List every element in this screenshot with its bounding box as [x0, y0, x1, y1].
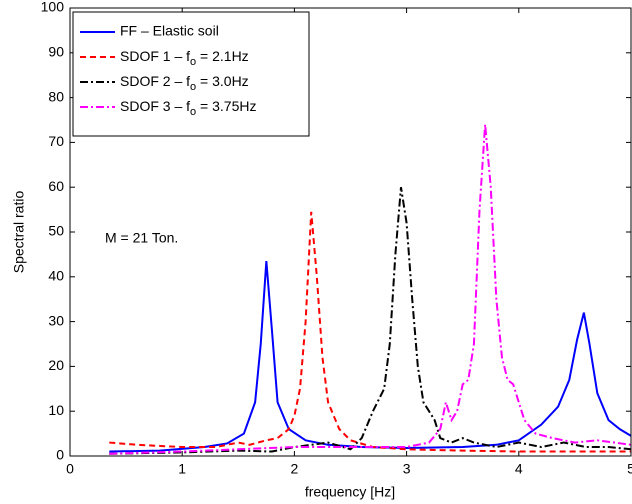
x-tick-label: 4: [515, 461, 523, 477]
series-line: [109, 124, 632, 455]
y-tick-label: 10: [48, 402, 64, 418]
y-tick-label: 80: [48, 88, 64, 104]
y-tick-label: 70: [48, 133, 64, 149]
axes-box: [69, 7, 632, 457]
series-line: [109, 187, 632, 455]
legend: FF – Elastic soil SDOF 1 – fo = 2.1Hz SDOF…: [72, 11, 310, 137]
legend-label: SDOF 2 – fo = 3.0Hz: [120, 73, 249, 93]
annotation: M = 21 Ton.: [105, 230, 178, 246]
y-tick-label: 50: [48, 223, 64, 239]
legend-label: SDOF 3 – fo = 3.75Hz: [120, 98, 256, 118]
x-tick-label: 2: [291, 461, 299, 477]
x-axis-label: frequency [Hz]: [305, 484, 395, 500]
x-tick-label: 5: [627, 461, 632, 477]
y-tick-label: 30: [48, 312, 64, 328]
x-tick-label: 3: [403, 461, 411, 477]
y-tick-label: 90: [48, 44, 64, 60]
y-tick-label: 40: [48, 268, 64, 284]
legend-label: FF – Elastic soil: [120, 23, 219, 39]
legend-label: SDOF 1 – fo = 2.1Hz: [120, 48, 249, 68]
series-line: [109, 211, 631, 453]
y-tick-label: 20: [48, 357, 64, 373]
y-tick-label: 60: [48, 178, 64, 194]
y-tick-label: 100: [41, 0, 65, 15]
y-tick-label: 0: [56, 447, 64, 463]
y-axis-label: Spectral ratio: [11, 191, 27, 274]
x-tick-label: 1: [178, 461, 186, 477]
x-tick-label: 0: [66, 461, 74, 477]
